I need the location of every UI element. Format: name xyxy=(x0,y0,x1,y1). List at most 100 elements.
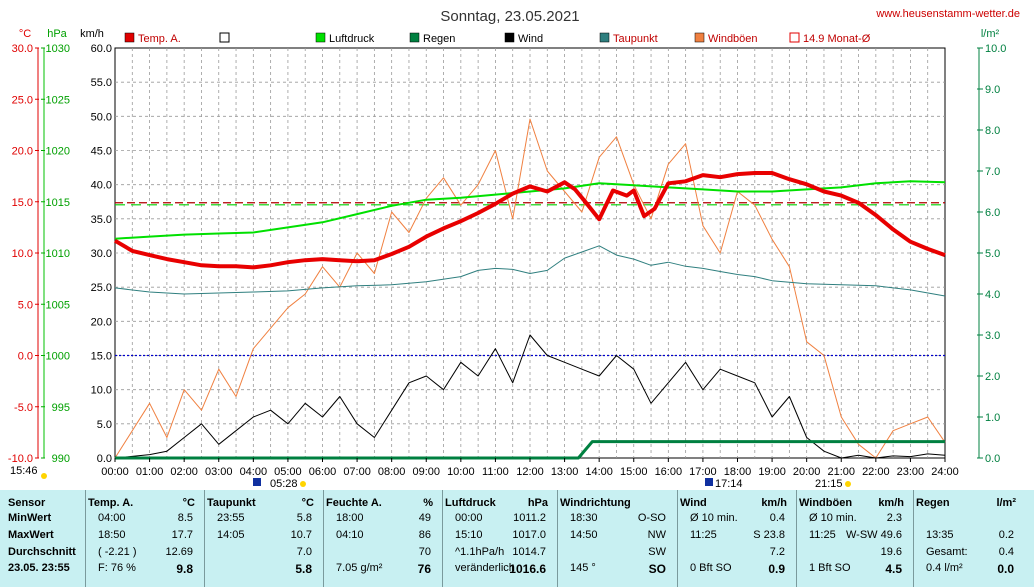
weather-chart: Sonntag, 23.05.2021 www.heusenstamm-wett… xyxy=(8,8,1020,490)
stats-value: 70 xyxy=(418,546,431,558)
temp-tick-label: 15.0 xyxy=(12,197,33,209)
stats-value: 10.7 xyxy=(290,529,312,541)
stats-unit: l/m² xyxy=(996,497,1016,509)
rain-tick-label: 2.0 xyxy=(985,371,1000,383)
pressure-tick-label: 1015 xyxy=(46,197,70,209)
stats-column xyxy=(913,490,1024,587)
stats-column xyxy=(323,490,441,587)
stats-row-label: MaxWert xyxy=(8,529,54,541)
stats-header: Temp. A. xyxy=(88,497,134,509)
stats-value: 2.3 xyxy=(886,512,902,524)
rain-tick-label: 0.0 xyxy=(985,453,1000,465)
stats-value: 0.4 xyxy=(998,546,1014,558)
stats-value: SO xyxy=(648,562,666,576)
rain-tick-label: 5.0 xyxy=(985,248,1000,260)
speed-tick-label: 40.0 xyxy=(91,180,112,192)
pressure-tick-label: 1030 xyxy=(46,43,70,55)
sunset-label: 21:15 xyxy=(815,478,843,490)
temp-tick-label: 20.0 xyxy=(12,146,33,158)
stats-value: 1017.0 xyxy=(512,529,546,541)
stats-header: Sensor xyxy=(8,497,46,509)
stats-header: Windböen xyxy=(799,497,853,509)
x-tick-label: 10:00 xyxy=(447,466,475,478)
stats-header: Wind xyxy=(680,497,707,509)
stats-unit: km/h xyxy=(878,497,904,509)
legend-label: Luftdruck xyxy=(329,33,375,45)
x-tick-label: 12:00 xyxy=(516,466,544,478)
website-link[interactable]: www.heusenstamm-wetter.de xyxy=(875,8,1020,20)
x-tick-label: 19:00 xyxy=(758,466,786,478)
stats-time: veränderlich xyxy=(455,562,515,574)
stats-value: 17.7 xyxy=(171,529,193,541)
speed-tick-label: 45.0 xyxy=(91,146,112,158)
x-tick-label: 14:00 xyxy=(585,466,613,478)
rain-tick-label: 10.0 xyxy=(985,43,1006,55)
x-tick-label: 11:00 xyxy=(482,466,509,478)
moon-icon xyxy=(253,478,261,486)
x-tick-label: 24:00 xyxy=(931,466,959,478)
legend-swatch xyxy=(124,32,135,43)
x-tick-label: 16:00 xyxy=(655,466,683,478)
stats-column xyxy=(204,490,322,587)
stats-value: 8.5 xyxy=(177,512,193,524)
speed-tick-label: 15.0 xyxy=(91,351,112,363)
x-tick-label: 08:00 xyxy=(378,466,406,478)
legend-label: Wind xyxy=(518,33,543,45)
speed-tick-label: 60.0 xyxy=(91,43,112,55)
stats-value: 1014.7 xyxy=(512,546,546,558)
stats-value: 12.69 xyxy=(165,546,193,558)
x-tick-label: 17:00 xyxy=(689,466,717,478)
legend-label: 14.9 Monat-Ø xyxy=(803,33,871,45)
legend-label: Taupunkt xyxy=(613,33,658,45)
speed-tick-label: 50.0 xyxy=(91,111,112,123)
x-tick-label: 03:00 xyxy=(205,466,233,478)
stats-time: 11:25 xyxy=(690,529,717,541)
legend-swatch xyxy=(789,32,800,43)
series-line-windb-en xyxy=(114,118,946,459)
stats-column xyxy=(85,490,203,587)
stats-column xyxy=(796,490,912,587)
chart-legend: Temp. A. Luftdruck Regen Wind Taupunkt Windbö… xyxy=(124,32,871,45)
stats-value: 49 xyxy=(418,512,431,524)
stats-unit: km/h xyxy=(761,497,787,509)
sun-icon xyxy=(300,481,306,487)
stats-time: 13:35 xyxy=(926,529,954,541)
stats-value: 1011.2 xyxy=(513,512,546,524)
stats-time: F: 76 % xyxy=(98,562,136,574)
x-tick-label: 02:00 xyxy=(170,466,198,478)
rain-tick-label: 1.0 xyxy=(985,412,1000,424)
rain-tick-label: 4.0 xyxy=(985,289,1000,301)
stats-time: 1 Bft SO xyxy=(809,562,851,574)
legend-swatch xyxy=(315,32,326,43)
speed-tick-label: 35.0 xyxy=(91,214,112,226)
x-tick-label: 15:00 xyxy=(620,466,648,478)
stats-value: NW xyxy=(647,529,666,541)
stats-time: Ø 10 min. xyxy=(690,512,738,524)
stats-unit: % xyxy=(423,497,433,509)
stats-value: O-SO xyxy=(637,512,666,524)
x-tick-label: 00:00 xyxy=(101,466,129,478)
x-tick-label: 13:00 xyxy=(551,466,579,478)
stats-time: 0 Bft SO xyxy=(690,562,732,574)
speed-tick-label: 5.0 xyxy=(97,419,112,431)
stats-time: 14:05 xyxy=(217,529,245,541)
sunrise-label: 05:28 xyxy=(270,478,298,490)
temp-tick-label: 10.0 xyxy=(12,248,33,260)
stats-time: 23:55 xyxy=(217,512,245,524)
speed-unit-label: km/h xyxy=(80,28,104,40)
rain-unit-label: l/m² xyxy=(981,28,1000,40)
stats-header: Windrichtung xyxy=(560,497,631,509)
stats-row-label: MinWert xyxy=(8,512,52,524)
temp-tick-label: 30.0 xyxy=(12,43,33,55)
rain-tick-label: 9.0 xyxy=(985,84,1000,96)
stats-value: 5.8 xyxy=(295,562,312,576)
sun-moon-markers: 15:46 05:28 17:14 21:15 xyxy=(10,465,851,490)
legend-swatch xyxy=(409,32,420,43)
stats-value: 76 xyxy=(417,562,431,576)
stats-value: 7.2 xyxy=(769,546,785,558)
legend-swatch xyxy=(599,32,610,43)
stats-time: 04:10 xyxy=(336,529,364,541)
stats-value: 7.0 xyxy=(296,546,312,558)
speed-tick-label: 10.0 xyxy=(91,385,112,397)
stats-column xyxy=(442,490,556,587)
